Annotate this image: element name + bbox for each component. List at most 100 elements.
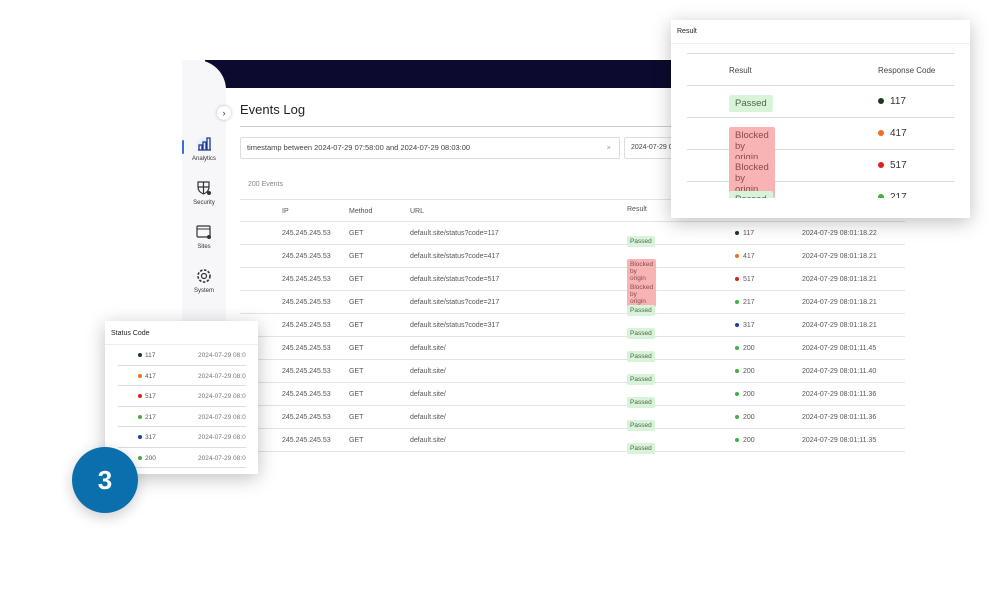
table-row[interactable]: 245.245.245.53 GET default.site/ Passed … — [240, 406, 905, 431]
table-row[interactable]: 245.245.245.53 GET default.site/ Passed … — [240, 337, 905, 362]
table-row[interactable]: 245.245.245.53 GET default.site/status?c… — [240, 222, 905, 247]
popup-title: Status Code — [105, 321, 258, 345]
event-count: 200 Events — [248, 181, 284, 188]
code-cell: 417 — [890, 128, 907, 139]
status-dot-icon — [735, 392, 739, 397]
code-cell: 117 — [890, 96, 906, 107]
timestamp-cell: 2024-07-29 08:01:18.22 — [802, 230, 877, 237]
status-dot-icon — [735, 438, 739, 443]
method-cell: GET — [349, 253, 364, 260]
popup-row: 417 2024-07-29 08:0 — [118, 366, 246, 386]
result-badge: Blocked by origin — [627, 259, 657, 284]
bar-chart-icon — [182, 135, 226, 153]
sidebar-item-analytics[interactable]: Analytics — [182, 135, 226, 162]
ip-cell: 245.245.245.53 — [282, 437, 331, 444]
sidebar-item-label: Analytics — [191, 156, 216, 162]
popup-row: 117 2024-07-29 08:0 — [118, 345, 246, 366]
sidebar-item-label: System — [193, 288, 214, 294]
url-cell: default.site/status?code=117 — [410, 230, 499, 237]
table-row[interactable]: 245.245.245.53 GET default.site/ Passed … — [240, 383, 905, 408]
sidebar-item-sites[interactable]: Sites — [182, 223, 226, 250]
gear-icon — [182, 267, 226, 285]
status-dot-icon — [735, 254, 739, 259]
table-row[interactable]: 245.245.245.53 GET default.site/status?c… — [240, 291, 905, 316]
url-cell: default.site/status?code=417 — [410, 253, 500, 260]
ip-cell: 245.245.245.53 — [282, 368, 331, 375]
popup-row: 217 2024-07-29 08:0 — [118, 407, 246, 427]
url-cell: default.site/status?code=317 — [410, 322, 500, 329]
status-dot-icon — [735, 323, 739, 328]
status-dot-icon — [878, 98, 884, 105]
status-dot-icon — [735, 369, 739, 374]
status-dot-icon — [138, 394, 142, 399]
code-cell: 117 — [743, 230, 755, 237]
status-dot-icon — [138, 435, 142, 440]
method-cell: GET — [349, 391, 364, 398]
popup-row: 517 2024-07-29 08:0 — [118, 386, 246, 407]
ip-cell: 245.245.245.53 — [282, 230, 331, 237]
method-cell: GET — [349, 368, 364, 375]
sidebar-expand-button[interactable]: › — [217, 106, 231, 120]
url-cell: default.site/ — [410, 437, 446, 444]
method-cell: GET — [349, 322, 364, 329]
result-badge: Passed — [729, 191, 773, 198]
method-cell: GET — [349, 276, 364, 283]
ip-cell: 245.245.245.53 — [282, 414, 331, 421]
status-dot-icon — [878, 162, 884, 169]
result-badge: Passed — [627, 420, 655, 431]
timestamp-cell: 2024-07-29 08:01:11.35 — [802, 437, 877, 444]
timestamp-cell: 2024-07-29 08:0 — [198, 413, 246, 421]
code-cell: 117 — [145, 352, 156, 359]
result-badge: Passed — [627, 236, 655, 247]
popup-row: Blocked by origin 517 — [687, 150, 955, 198]
result-badge: Passed — [627, 374, 655, 385]
timestamp-cell: 2024-07-29 08:0 — [198, 434, 246, 441]
code-cell: 517 — [890, 160, 907, 171]
table-row[interactable]: 245.245.245.53 GET default.site/ Passed … — [240, 429, 905, 454]
sidebar-item-security[interactable]: Security — [182, 179, 226, 206]
active-indicator — [182, 140, 184, 154]
sidebar-item-system[interactable]: System — [182, 267, 226, 294]
table-row-partial — [240, 452, 905, 460]
table-row[interactable]: 245.245.245.53 GET default.site/status?c… — [240, 245, 905, 284]
timestamp-cell: 2024-07-29 08:01:18.21 — [802, 253, 877, 260]
timestamp-cell: 2024-07-29 08:01:11.45 — [802, 345, 877, 352]
table-row[interactable]: 245.245.245.53 GET default.site/status?c… — [240, 314, 905, 339]
url-cell: default.site/status?code=217 — [410, 299, 500, 306]
timestamp-cell: 2024-07-29 08:01:11.40 — [802, 368, 877, 375]
step-number-badge: 3 — [72, 447, 138, 513]
url-cell: default.site/ — [410, 414, 446, 421]
shield-gear-icon — [182, 179, 226, 197]
result-badge: Passed — [627, 305, 655, 316]
result-badge: Passed — [627, 443, 655, 454]
table-row[interactable]: 245.245.245.53 GET default.site/ Passed … — [240, 360, 905, 385]
code-cell: 200 — [145, 454, 156, 462]
page-title: Events Log — [240, 102, 306, 117]
url-cell: default.site/status?code=517 — [410, 276, 500, 283]
ip-cell: 245.245.245.53 — [282, 276, 331, 283]
ip-cell: 245.245.245.53 — [282, 299, 331, 306]
filter-input[interactable]: timestamp between 2024-07-29 07:58:00 an… — [240, 137, 620, 159]
table-header: IP Method URL Result — [240, 199, 905, 222]
popup-title: Result — [671, 20, 970, 44]
status-dot-icon — [735, 277, 739, 282]
timestamp-cell: 2024-07-29 08:01:11.36 — [802, 414, 877, 421]
column-header: Response Code — [878, 66, 936, 75]
method-cell: GET — [349, 437, 364, 444]
popup-row: 200 2024-07-29 08:0 — [118, 448, 246, 468]
ip-cell: 245.245.245.53 — [282, 345, 331, 352]
sidebar-item-label: Sites — [197, 244, 211, 250]
status-dot-icon — [878, 194, 884, 198]
code-cell: 217 — [890, 192, 907, 198]
status-dot-icon — [138, 455, 142, 460]
result-badge: Passed — [627, 351, 655, 362]
status-dot-icon — [138, 373, 142, 378]
table-row[interactable]: 245.245.245.53 GET default.site/status?c… — [240, 268, 905, 307]
clear-icon[interactable]: × — [606, 143, 611, 152]
status-dot-icon — [735, 415, 739, 420]
popup-row: Blocked by origin 417 — [687, 118, 955, 166]
status-dot-icon — [138, 414, 142, 419]
status-dot-icon — [735, 346, 739, 351]
result-badge: Passed — [627, 328, 655, 339]
code-cell: 200 — [743, 368, 755, 375]
